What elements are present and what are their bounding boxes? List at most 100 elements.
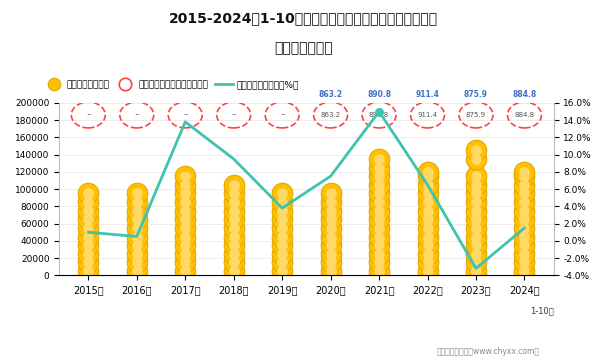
Point (374, 216, 384, 222)
Text: -: - (280, 108, 285, 121)
Point (326, 242, 336, 248)
Point (374, 199, 384, 205)
Point (83, 242, 93, 248)
Point (277, 234, 287, 239)
Point (326, 208, 336, 213)
Point (520, 182, 529, 188)
Point (374, 234, 384, 239)
Point (422, 216, 432, 222)
Point (520, 216, 529, 222)
Point (83, 234, 93, 239)
Point (229, 234, 239, 239)
Point (132, 190, 141, 196)
Point (132, 216, 141, 222)
Point (374, 199, 384, 205)
Point (229, 208, 239, 213)
Point (471, 225, 481, 231)
Point (180, 268, 190, 274)
Point (471, 242, 481, 248)
Point (374, 260, 384, 265)
Point (132, 199, 141, 205)
Point (374, 260, 384, 265)
Point (374, 109, 384, 114)
Point (277, 268, 287, 274)
Point (277, 260, 287, 265)
Point (422, 260, 432, 265)
Point (471, 216, 481, 222)
Point (422, 251, 432, 257)
Point (471, 148, 481, 153)
Point (132, 199, 141, 205)
Point (83, 190, 93, 196)
Point (520, 260, 529, 265)
Point (471, 260, 481, 265)
Point (374, 173, 384, 179)
Point (180, 234, 190, 239)
Point (422, 182, 432, 188)
Point (277, 216, 287, 222)
Point (422, 242, 432, 248)
Point (132, 225, 141, 231)
Point (180, 190, 190, 196)
Point (83, 268, 93, 274)
Point (83, 199, 93, 205)
Point (471, 268, 481, 274)
Point (422, 225, 432, 231)
Point (422, 234, 432, 239)
Point (422, 182, 432, 188)
Point (132, 251, 141, 257)
Point (520, 225, 529, 231)
Point (422, 225, 432, 231)
Point (83, 190, 93, 196)
Point (374, 190, 384, 196)
Point (229, 251, 239, 257)
Point (374, 251, 384, 257)
Point (471, 260, 481, 265)
Point (520, 268, 529, 274)
Point (520, 234, 529, 239)
Point (277, 208, 287, 213)
Point (229, 182, 239, 188)
Point (326, 190, 336, 196)
Point (520, 260, 529, 265)
Point (326, 251, 336, 257)
Text: 890.8: 890.8 (367, 90, 391, 99)
Point (326, 251, 336, 257)
Point (180, 268, 190, 274)
Point (422, 169, 432, 175)
Point (132, 242, 141, 248)
Point (229, 260, 239, 265)
Point (520, 225, 529, 231)
Point (471, 208, 481, 213)
Point (83, 225, 93, 231)
Text: 911.4: 911.4 (418, 112, 438, 118)
Point (180, 199, 190, 205)
Point (326, 260, 336, 265)
Point (374, 268, 384, 274)
Point (326, 225, 336, 231)
Point (180, 242, 190, 248)
Point (471, 173, 481, 179)
Point (180, 208, 190, 213)
Point (422, 251, 432, 257)
Point (83, 251, 93, 257)
Point (520, 190, 529, 196)
Point (326, 216, 336, 222)
Point (374, 268, 384, 274)
Point (132, 208, 141, 213)
Point (374, 165, 384, 170)
Point (326, 234, 336, 239)
Point (422, 208, 432, 213)
Text: -: - (231, 108, 236, 121)
Point (471, 156, 481, 162)
Point (326, 199, 336, 205)
Point (277, 260, 287, 265)
Point (520, 199, 529, 205)
Point (180, 225, 190, 231)
Text: 911.4: 911.4 (416, 90, 439, 99)
Point (180, 216, 190, 222)
Point (326, 260, 336, 265)
Point (277, 268, 287, 274)
Point (374, 190, 384, 196)
Point (374, 225, 384, 231)
